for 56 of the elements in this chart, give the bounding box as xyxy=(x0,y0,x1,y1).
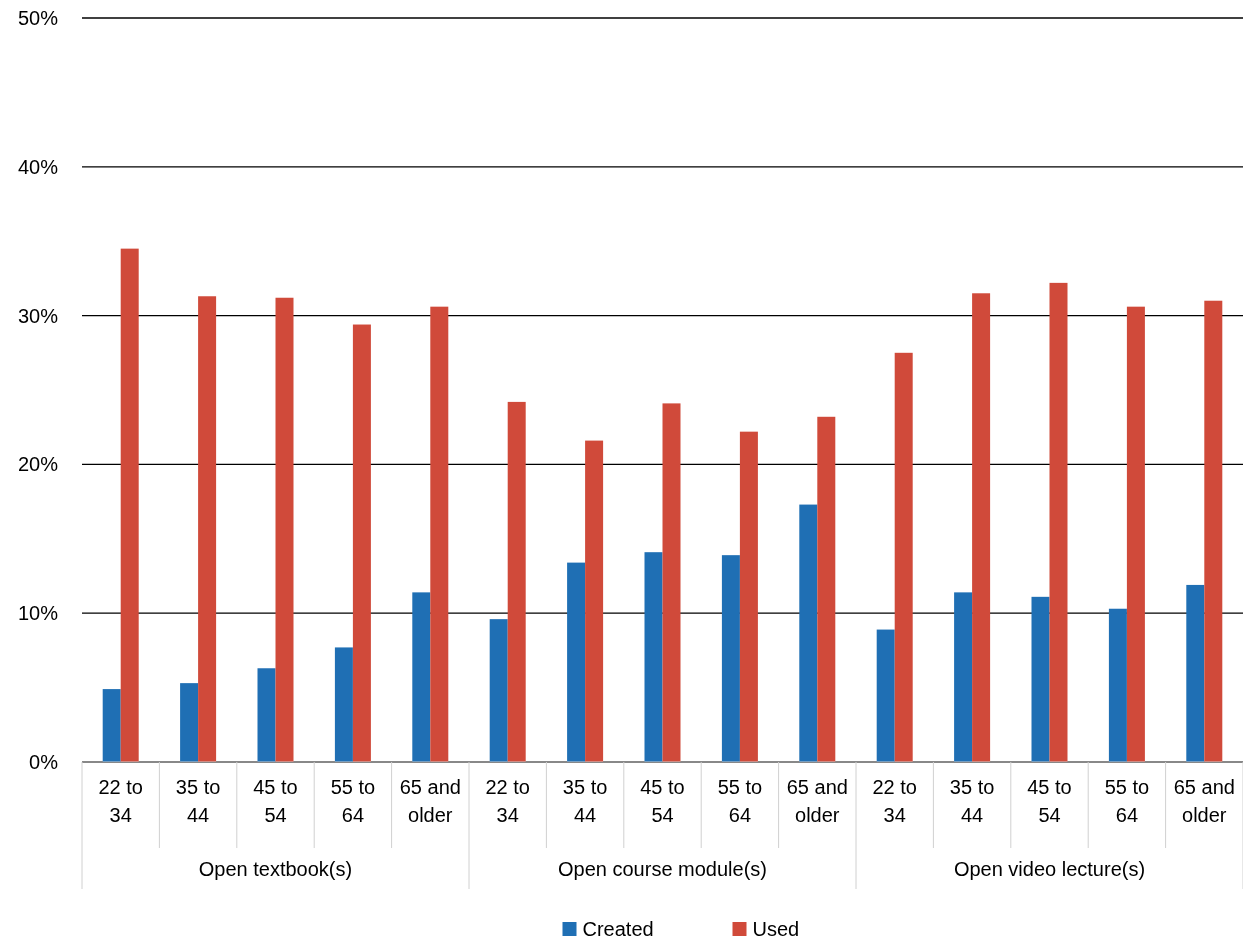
y-tick-label: 30% xyxy=(17,304,59,327)
y-tick-label: 0% xyxy=(29,751,59,773)
x-tick-label: 35 to 44 xyxy=(175,776,221,826)
y-tick-label: 50% xyxy=(17,7,59,29)
x-tick-label: 45 to 54 xyxy=(253,776,298,826)
bar xyxy=(1049,282,1068,762)
x-tick-label: 22 to 34 xyxy=(485,776,530,826)
bar xyxy=(1108,608,1127,762)
x-tick-label: 55 to 64 xyxy=(717,776,763,826)
x-tick-label: 45 to 54 xyxy=(1027,776,1072,826)
bar xyxy=(334,647,353,762)
bar xyxy=(1204,300,1223,762)
bar xyxy=(894,352,913,762)
bar xyxy=(644,552,663,762)
bar xyxy=(1126,306,1145,762)
bar xyxy=(662,403,681,762)
x-tick-label: 22 to 34 xyxy=(98,776,143,826)
y-tick-label: 20% xyxy=(17,453,59,476)
y-tick-label: 40% xyxy=(17,155,59,178)
bar xyxy=(721,555,740,762)
bar xyxy=(739,431,758,762)
legend-label: Created xyxy=(582,918,654,940)
bar xyxy=(198,296,217,762)
y-tick-label: 10% xyxy=(17,602,59,625)
text: Open video lecture(s) xyxy=(953,858,1146,880)
bar xyxy=(275,297,294,762)
bar xyxy=(585,440,604,762)
legend-label: Used xyxy=(752,918,800,940)
bar xyxy=(430,306,449,762)
x-tick-label: 22 to 34 xyxy=(872,776,917,826)
bar xyxy=(1031,596,1050,762)
bar xyxy=(799,504,818,762)
text: Open course module(s) xyxy=(558,858,767,880)
bar xyxy=(412,592,431,762)
bar xyxy=(972,293,991,762)
bar xyxy=(507,401,526,762)
bar xyxy=(120,248,139,762)
bar xyxy=(876,629,895,762)
bar xyxy=(1186,584,1205,762)
x-tick-label: 65 and older xyxy=(399,776,461,826)
bar xyxy=(817,416,836,762)
bar xyxy=(567,562,586,762)
x-tick-label: 35 to 44 xyxy=(562,776,608,826)
x-tick-label: 45 to 54 xyxy=(640,776,685,826)
bar xyxy=(102,689,121,762)
x-tick-label: 55 to 64 xyxy=(330,776,376,826)
x-tick-label: 65 and older xyxy=(1173,776,1235,826)
bar xyxy=(489,619,508,762)
bar xyxy=(954,592,973,762)
text: Open textbook(s) xyxy=(198,858,353,880)
x-tick-label: 55 to 64 xyxy=(1104,776,1150,826)
bar xyxy=(352,324,371,762)
bar xyxy=(257,668,276,762)
x-tick-label: 65 and older xyxy=(786,776,848,826)
bar xyxy=(180,683,199,762)
x-tick-label: 35 to 44 xyxy=(949,776,995,826)
